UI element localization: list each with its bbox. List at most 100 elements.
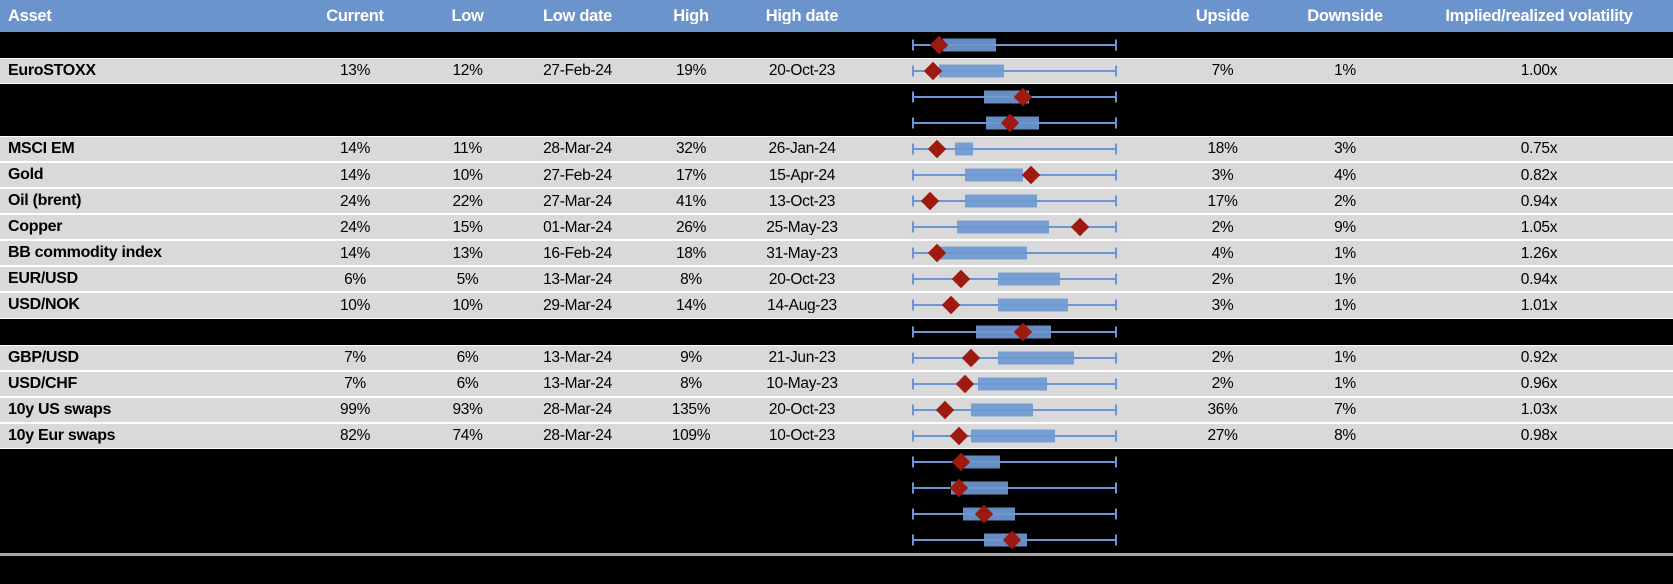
current-marker-diamond bbox=[1021, 166, 1041, 185]
implied-realized-vol-cell: 1.05x bbox=[1520, 219, 1558, 236]
whisker-cap-left bbox=[912, 91, 914, 103]
high-date-cell: 31-May-23 bbox=[766, 245, 838, 262]
high-cell: 17% bbox=[675, 167, 707, 183]
header-cell-high: High bbox=[673, 7, 709, 25]
box bbox=[971, 429, 1056, 443]
high-date-cell: 13-Oct-23 bbox=[768, 193, 836, 210]
current-marker-diamond bbox=[941, 296, 961, 315]
upside-cell: 27% bbox=[1207, 427, 1238, 444]
asset-cell: 10y Eur swaps bbox=[8, 427, 116, 444]
whisker-cap-right bbox=[1115, 352, 1117, 364]
box bbox=[971, 403, 1033, 417]
header-row: Asset Current Low Low date High High dat… bbox=[0, 0, 1673, 32]
header-cell-asset: Asset bbox=[8, 7, 52, 25]
high-cell: 8% bbox=[680, 271, 702, 288]
header-cell-current: Current bbox=[326, 7, 384, 25]
boxplot-cell bbox=[872, 214, 1160, 240]
high-cell: 14% bbox=[675, 297, 707, 314]
low-date-cell: 27-Mar-24 bbox=[543, 193, 612, 210]
box bbox=[965, 194, 1038, 208]
current-marker-diamond bbox=[949, 426, 969, 445]
box-whisker-plot bbox=[912, 162, 1117, 188]
table-body: EuroSTOXX 13% 12% 27-Feb-24 19% 20-Oct-23 7% 1%… bbox=[0, 32, 1673, 553]
low-date-cell: 16-Feb-24 bbox=[543, 245, 612, 262]
box bbox=[965, 168, 1023, 182]
whisker-cap-left bbox=[912, 378, 914, 390]
upside-cell: 2% bbox=[1211, 271, 1234, 288]
downside-cell: 1% bbox=[1334, 245, 1356, 262]
implied-realized-vol-cell: 0.98x bbox=[1520, 427, 1558, 444]
header-cell-implied-realized-volatility: Implied/realized volatility bbox=[1445, 7, 1633, 25]
high-cell: 26% bbox=[675, 219, 707, 236]
low-date-cell: 13-Mar-24 bbox=[543, 271, 612, 288]
whisker-cap-left bbox=[912, 221, 914, 233]
boxplot-only-row bbox=[0, 474, 1673, 501]
box-whisker-plot bbox=[912, 110, 1117, 136]
whisker-cap-left bbox=[912, 482, 914, 494]
box bbox=[998, 272, 1060, 286]
boxplot-cell bbox=[872, 32, 1160, 58]
box bbox=[998, 298, 1068, 312]
downside-cell: 8% bbox=[1334, 427, 1356, 444]
boxplot-cell bbox=[872, 449, 1160, 475]
whisker-cap-right bbox=[1115, 195, 1117, 207]
whisker-cap-right bbox=[1115, 430, 1117, 442]
implied-realized-vol-cell: 0.75x bbox=[1520, 141, 1558, 157]
whisker-cap-left bbox=[912, 273, 914, 285]
low-date-cell: 01-Mar-24 bbox=[543, 219, 612, 236]
box-whisker-plot bbox=[912, 475, 1117, 501]
box-whisker-plot bbox=[912, 345, 1117, 371]
boxplot-cell bbox=[872, 84, 1160, 110]
box bbox=[938, 246, 1027, 260]
whisker-line bbox=[912, 460, 1117, 463]
boxplot-cell bbox=[872, 501, 1160, 527]
boxplot-cell bbox=[872, 527, 1160, 553]
current-cell: 7% bbox=[344, 349, 366, 366]
boxplot-cell bbox=[872, 266, 1160, 292]
box-whisker-plot bbox=[912, 214, 1117, 240]
box bbox=[938, 64, 1005, 78]
high-date-cell: 25-May-23 bbox=[766, 219, 838, 236]
boxplot-only-row bbox=[0, 448, 1673, 475]
whisker-cap-left bbox=[912, 352, 914, 364]
whisker-cap-right bbox=[1115, 404, 1117, 416]
boxplot-only-row bbox=[0, 32, 1673, 59]
current-cell: 14% bbox=[339, 141, 371, 157]
table-row: MSCI EM 14% 11% 28-Mar-24 32% 26-Jan-24 18% 3% 0… bbox=[0, 136, 1673, 163]
low-cell: 15% bbox=[452, 219, 483, 236]
asset-cell: USD/CHF bbox=[8, 375, 78, 392]
asset-cell: GBP/USD bbox=[8, 349, 79, 366]
table-row: EuroSTOXX 13% 12% 27-Feb-24 19% 20-Oct-23 7% 1%… bbox=[0, 58, 1673, 85]
boxplot-cell bbox=[872, 423, 1160, 449]
implied-realized-vol-cell: 0.96x bbox=[1520, 375, 1558, 392]
header-cell-low: Low bbox=[451, 7, 484, 25]
box bbox=[998, 351, 1074, 365]
downside-cell: 1% bbox=[1334, 63, 1356, 79]
whisker-cap-left bbox=[912, 456, 914, 468]
current-marker-diamond bbox=[1070, 218, 1090, 237]
low-cell: 93% bbox=[452, 401, 483, 418]
high-cell: 18% bbox=[675, 245, 707, 262]
boxplot-cell bbox=[872, 475, 1160, 501]
downside-cell: 1% bbox=[1334, 349, 1356, 366]
header-cell-high-date: High date bbox=[765, 7, 839, 25]
boxplot-only-row bbox=[0, 84, 1673, 111]
upside-cell: 3% bbox=[1211, 297, 1234, 314]
whisker-cap-left bbox=[912, 299, 914, 311]
whisker-line bbox=[912, 512, 1117, 515]
current-cell: 82% bbox=[339, 427, 371, 444]
whisker-line bbox=[912, 70, 1117, 73]
high-cell: 41% bbox=[675, 193, 707, 210]
table-row: BB commodity index 14% 13% 16-Feb-24 18% 31-M… bbox=[0, 240, 1673, 267]
downside-cell: 4% bbox=[1334, 167, 1356, 183]
table-row: EUR/USD 6% 5% 13-Mar-24 8% 20-Oct-23 2% 1% 0.94x bbox=[0, 266, 1673, 293]
high-date-cell: 26-Jan-24 bbox=[768, 141, 836, 157]
box-whisker-plot bbox=[912, 240, 1117, 266]
asset-cell: Oil (brent) bbox=[8, 193, 82, 210]
whisker-cap-right bbox=[1115, 299, 1117, 311]
high-cell: 19% bbox=[675, 63, 707, 79]
box bbox=[959, 455, 1001, 469]
high-cell: 109% bbox=[671, 427, 711, 444]
box-whisker-plot bbox=[912, 292, 1117, 318]
